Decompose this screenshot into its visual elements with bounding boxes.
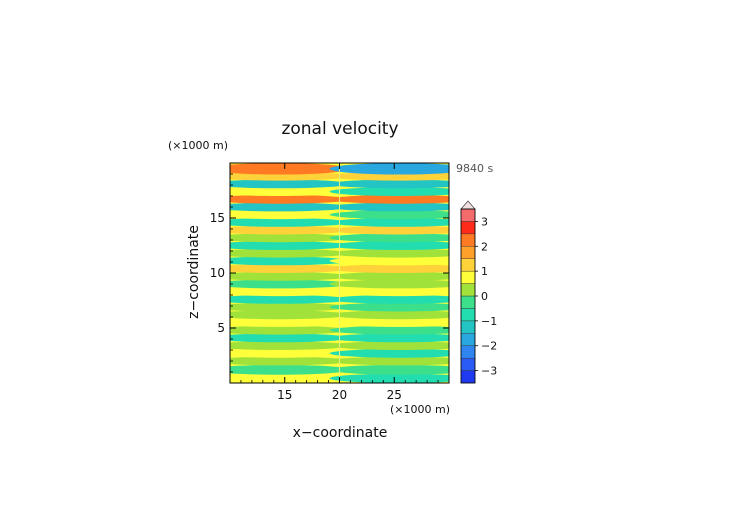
y-tick-label: 5 <box>217 321 225 335</box>
colorbar-tick-label: −2 <box>481 340 497 353</box>
colorbar-segment <box>460 283 476 297</box>
colorbar-tick-label: 3 <box>481 215 488 228</box>
field-band-left <box>230 295 350 304</box>
colorbar-tick-label: 0 <box>481 290 488 303</box>
colorbar-tick-label: 1 <box>481 265 488 278</box>
time-label: 9840 s <box>456 162 493 175</box>
field-band-right <box>329 256 449 266</box>
field-band-left <box>230 264 350 273</box>
colorbar-segment <box>460 333 476 346</box>
field-band-right <box>329 202 449 212</box>
field-band-right <box>329 356 449 366</box>
field-band-left <box>230 241 350 250</box>
field-band-right <box>329 287 449 297</box>
x-tick-label: 25 <box>387 388 402 402</box>
field-band-right <box>329 194 449 204</box>
field-band-left <box>230 356 350 366</box>
colorbar: 3 2 1 0 −1 −2 −3 <box>460 200 497 384</box>
field-band-right <box>329 373 449 383</box>
field-band-left <box>230 163 350 175</box>
field-band-left <box>230 233 350 243</box>
colorbar-segment <box>460 246 476 259</box>
colorbar-segment <box>460 370 476 384</box>
colorbar-segment <box>460 270 476 284</box>
field-band-left <box>230 348 350 358</box>
field-band-left <box>230 248 350 258</box>
x-unit-label: (×1000 m) <box>390 403 450 416</box>
colorbar-segment <box>460 320 476 334</box>
field-band-right <box>329 333 449 343</box>
field-band-left <box>230 279 350 289</box>
field-band-right <box>329 225 449 235</box>
y-tick-label: 10 <box>210 266 225 280</box>
colorbar-extend-max <box>460 200 476 210</box>
field-band-right <box>329 187 449 196</box>
colorbar-segment <box>460 258 476 272</box>
y-axis-label: z−coordinate <box>186 225 202 319</box>
x-axis-ticks: 15 20 25 <box>240 163 439 402</box>
colorbar-segment <box>460 308 476 322</box>
x-tick-label: 20 <box>332 388 347 402</box>
field-band-right <box>329 348 449 358</box>
colorbar-segment <box>460 233 476 247</box>
x-axis-label: x−coordinate <box>293 425 388 441</box>
velocity-field <box>230 163 449 383</box>
colorbar-segment <box>460 221 476 235</box>
field-band-right <box>329 295 449 304</box>
field-band-right <box>329 241 449 250</box>
field-band-left <box>230 210 350 220</box>
field-band-left <box>230 364 350 375</box>
colorbar-segment <box>460 357 476 371</box>
field-band-left <box>230 202 350 212</box>
field-band-right <box>329 163 449 175</box>
field-band-right <box>329 364 449 375</box>
field-band-right <box>329 233 449 243</box>
field-band-right <box>329 310 449 320</box>
chart-title: zonal velocity <box>281 119 398 139</box>
field-band-left <box>230 341 350 350</box>
field-band-left <box>230 271 350 281</box>
field-band-left <box>230 318 350 327</box>
field-band-left <box>230 287 350 297</box>
field-band-left <box>230 325 350 335</box>
field-band-left <box>230 302 350 312</box>
field-band-left <box>230 225 350 235</box>
field-band-right <box>329 279 449 289</box>
y-unit-label: (×1000 m) <box>168 139 228 152</box>
field-band-right <box>329 341 449 350</box>
colorbar-tick-label: −3 <box>481 365 497 378</box>
field-band-right <box>329 318 449 327</box>
field-band-right <box>329 271 449 281</box>
field-band-right <box>329 302 449 312</box>
field-band-left <box>230 333 350 343</box>
field-band-right <box>329 325 449 335</box>
x-tick-label: 15 <box>277 388 292 402</box>
field-band-right <box>329 218 449 227</box>
field-band-right <box>329 264 449 273</box>
colorbar-tick-label: −1 <box>481 315 497 328</box>
y-tick-label: 15 <box>210 211 225 225</box>
field-band-right <box>329 179 449 189</box>
y-axis-ticks: 5 10 15 <box>210 173 449 373</box>
colorbar-segment <box>460 208 476 222</box>
field-band-left <box>230 218 350 227</box>
field-band-left <box>230 373 350 383</box>
field-band-left <box>230 310 350 320</box>
field-band-left <box>230 187 350 196</box>
field-band-left <box>230 256 350 266</box>
colorbar-tick-label: 2 <box>481 240 488 253</box>
colorbar-segment <box>460 345 476 359</box>
colorbar-segment <box>460 295 476 309</box>
field-band-left <box>230 179 350 189</box>
field-band-right <box>329 248 449 258</box>
field-band-left <box>230 194 350 204</box>
field-band-right <box>329 210 449 220</box>
